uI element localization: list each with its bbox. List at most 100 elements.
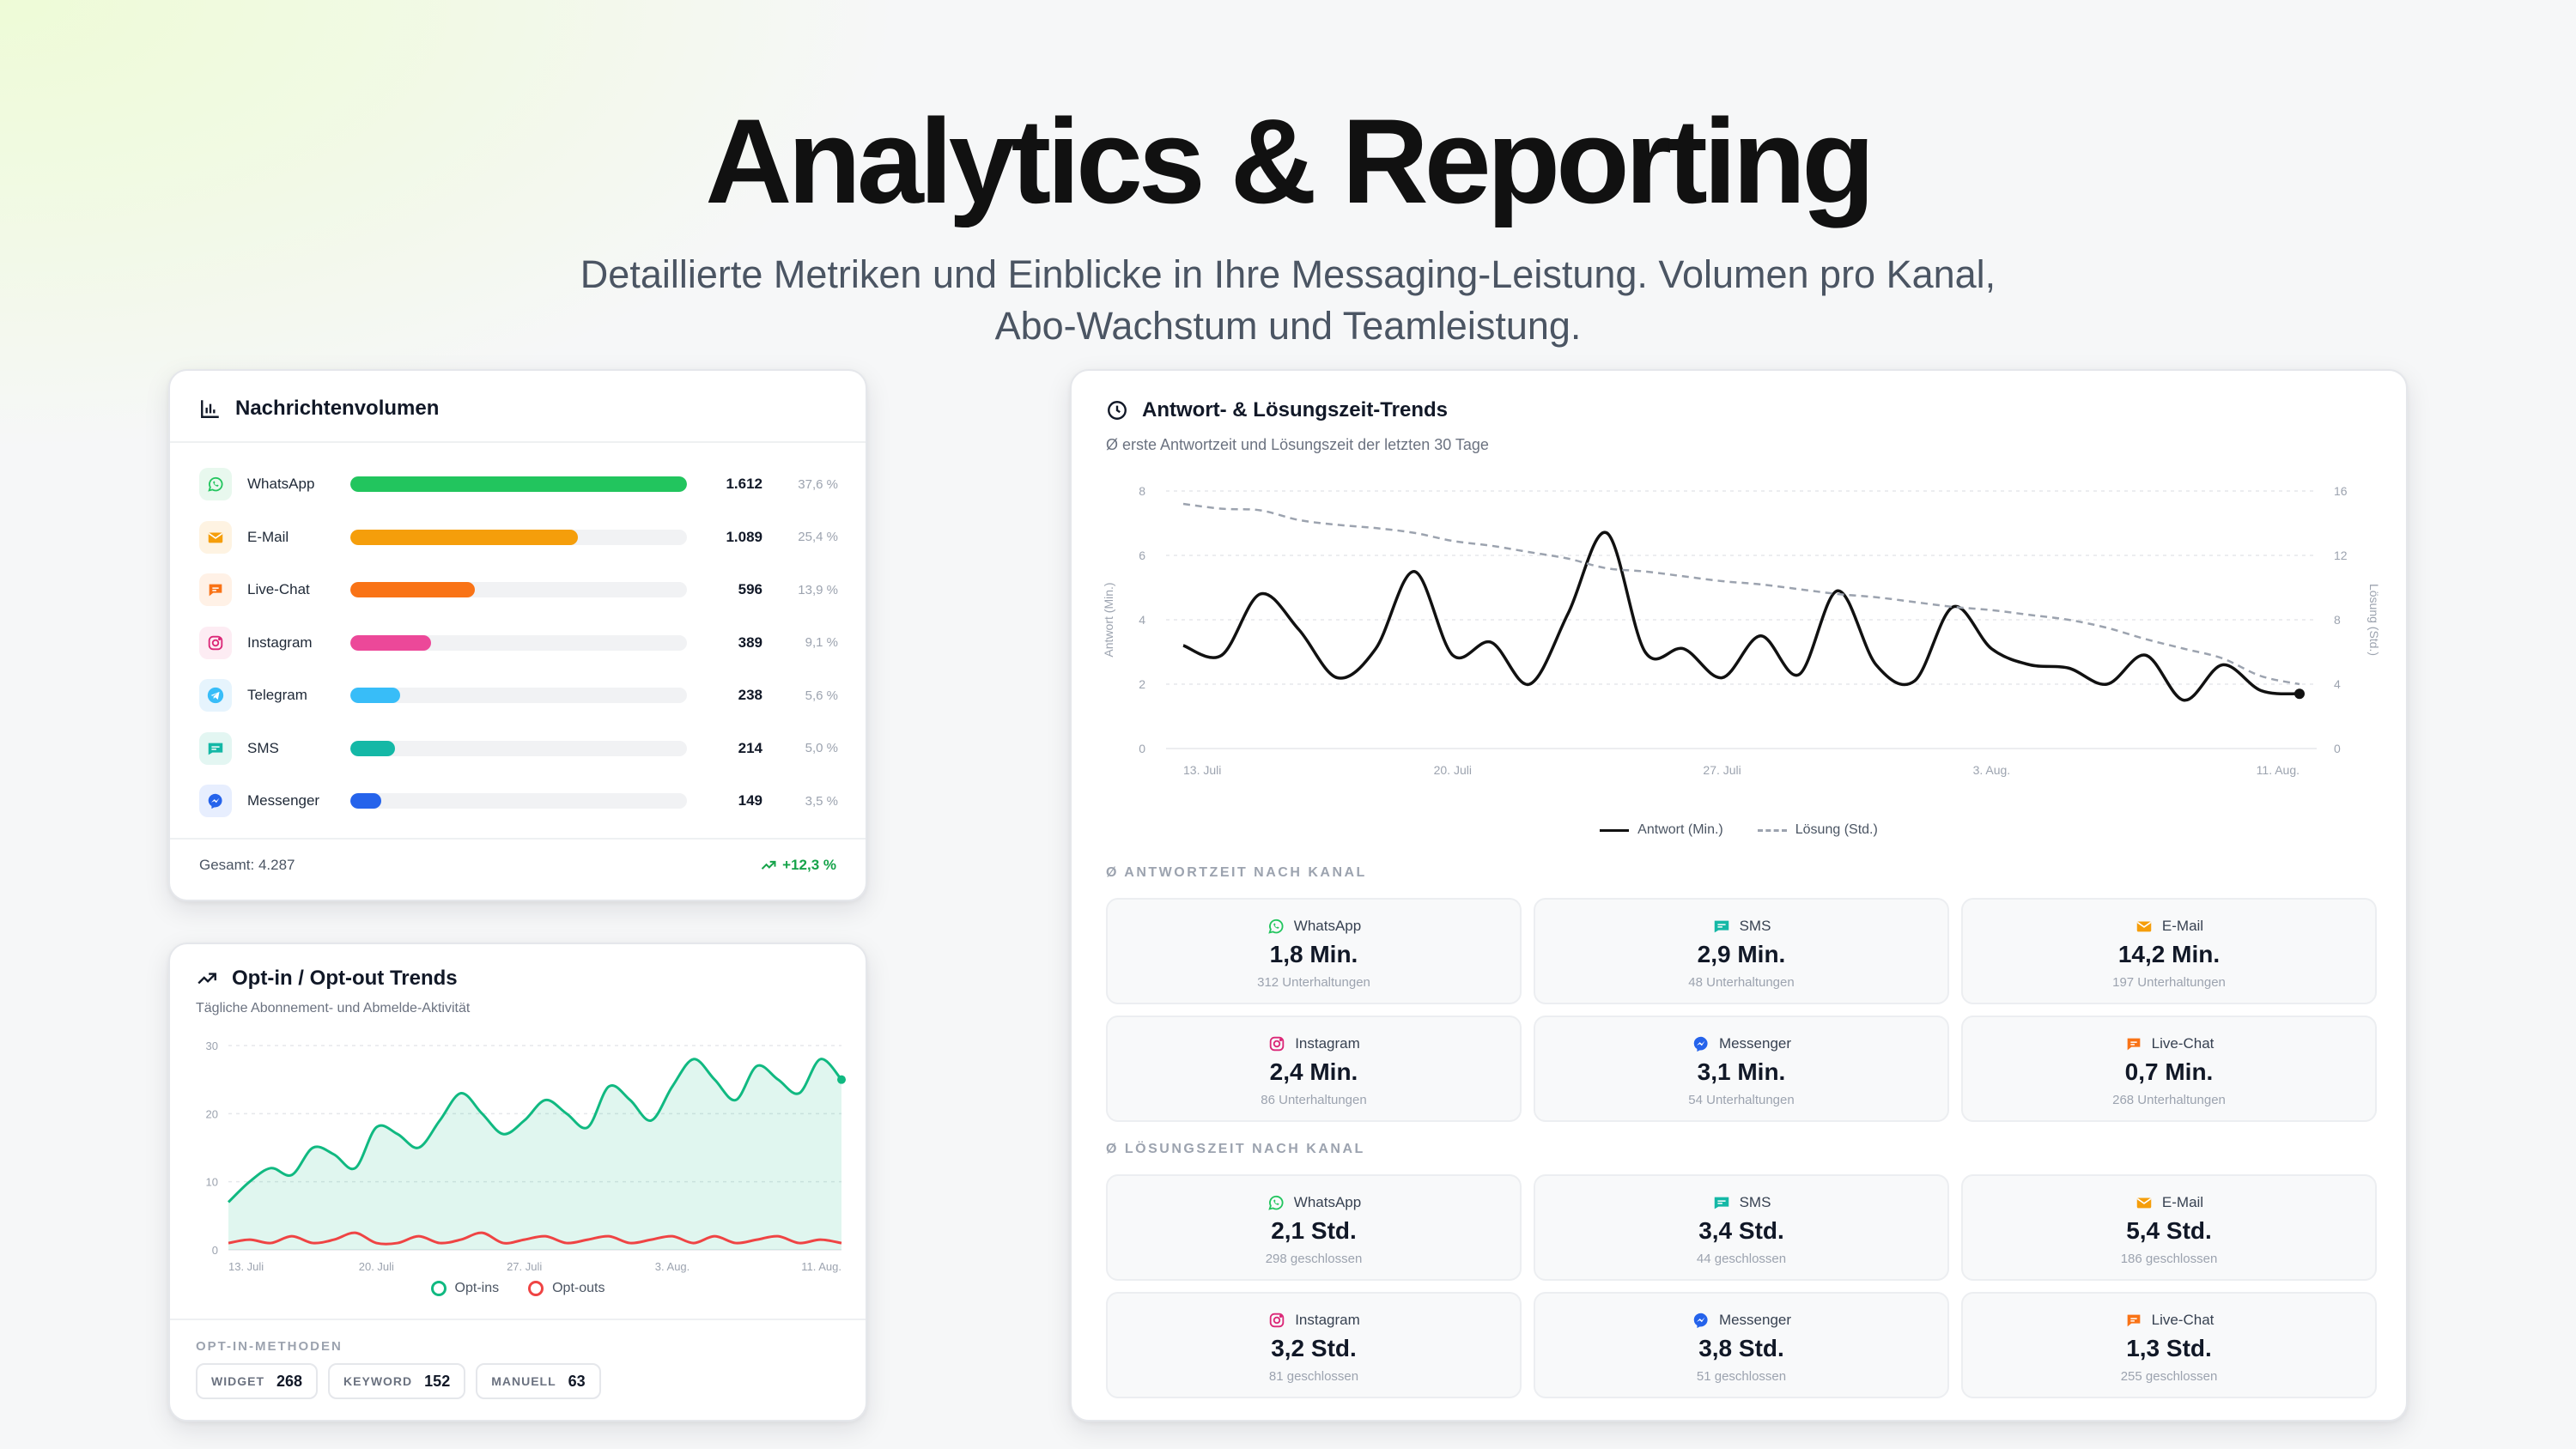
resolution-by-channel-label: Ø LÖSUNGSZEIT NACH KANAL [1106,1142,1365,1156]
sms-icon [199,731,232,765]
stat-count: 86 Unterhaltungen [1261,1093,1367,1107]
response-by-channel-label: Ø ANTWORTZEIT NACH KANAL [1106,865,1367,880]
legend-antwort: Antwort (Min.) [1600,822,1723,838]
stat-tile: WhatsApp 1,8 Min. 312 Unterhaltungen [1106,898,1522,1004]
whatsapp-icon [1267,917,1285,936]
opt-ins-line [227,1058,843,1203]
volume-value: 1.089 [726,528,762,545]
y-tick-label: 8 [1139,484,1145,498]
stat-count: 255 geschlossen [2120,1369,2218,1384]
stat-tile: E-Mail 14,2 Min. 197 Unterhaltungen [1961,898,2377,1004]
stat-value: 3,4 Std. [1698,1217,1784,1244]
stat-header: Instagram [1108,1034,1520,1053]
sms-icon [1712,917,1731,936]
y-tick-label: 30 [206,1040,218,1052]
y-tick-label: 20 [206,1107,218,1120]
volume-bar-fill [350,793,382,809]
opt-in-trends-card: Opt-in / Opt-out Trends Tägliche Abonnem… [168,943,867,1422]
y2-tick-label: 0 [2334,742,2341,755]
response-time-subtitle: Ø erste Antwortzeit und Lösungszeit der … [1106,436,1489,453]
stat-tile: WhatsApp 2,1 Std. 298 geschlossen [1106,1174,1522,1281]
antwort-end-point [2294,688,2305,700]
stat-channel: WhatsApp [1293,918,1362,934]
stat-header: Messenger [1535,1034,1947,1053]
y2-tick-label: 12 [2334,549,2348,562]
stat-header: E-Mail [1963,917,2375,936]
volume-percent: 25,4 % [798,530,838,544]
message-volume-title: Nachrichtenvolumen [199,397,439,421]
x-tick-label: 3. Aug. [1973,763,2011,777]
stat-tile: Messenger 3,8 Std. 51 geschlossen [1534,1292,1949,1398]
volume-value: 149 [738,792,762,809]
legend-opt-outs-label: Opt-outs [552,1281,605,1295]
stat-tile: E-Mail 5,4 Std. 186 geschlossen [1961,1174,2377,1281]
stat-tile: Live-Chat 1,3 Std. 255 geschlossen [1961,1292,2377,1398]
opt-in-trends-title: Opt-in / Opt-out Trends [196,967,458,991]
volume-percent: 3,5 % [805,793,838,809]
messenger-icon [1692,1311,1710,1330]
stat-count: 186 geschlossen [2120,1252,2218,1266]
volume-row: WhatsApp 1.612 37,6 % [199,465,838,503]
response-time-chart: 0 2 4 6 8 0 4 8 12 16 Antwort (Min.) Lösung (Std.) 1… [1102,484,2381,777]
opt-in-trends-title-text: Opt-in / Opt-out Trends [232,967,458,990]
volume-row: Live-Chat 596 13,9 % [199,571,838,609]
stat-tile: Instagram 3,2 Std. 81 geschlossen [1106,1292,1522,1398]
stat-count: 81 geschlossen [1268,1369,1359,1384]
response-time-title-text: Antwort- & Lösungszeit-Trends [1142,398,1448,421]
volume-bar-fill [350,529,578,545]
response-legend: Antwort (Min.) Lösung (Std.) [1072,822,2406,838]
stat-count: 268 Unterhaltungen [2112,1093,2226,1107]
mail-icon [2135,1193,2154,1212]
instagram-icon [199,626,232,659]
opt-in-method-chip: MANUELL 63 [476,1363,601,1399]
stat-value: 3,8 Std. [1698,1335,1784,1361]
x-tick-label: 27. Juli [1703,763,1741,777]
volume-percent: 13,9 % [798,582,838,597]
stat-channel: Live-Chat [2151,1035,2215,1052]
chat-icon [2124,1311,2143,1330]
sms-icon [1712,1193,1731,1212]
opt-in-trends-subtitle: Tägliche Abonnement- und Abmelde-Aktivit… [196,1001,471,1016]
stat-count: 48 Unterhaltungen [1688,975,1795,990]
x-tick-label: 11. Aug. [801,1260,841,1273]
x-tick-label: 13. Juli [1183,763,1221,777]
x-tick-label: 3. Aug. [655,1260,690,1273]
volume-channel-label: SMS [247,739,279,756]
stat-value: 2,1 Std. [1271,1217,1357,1244]
mail-icon [199,520,232,554]
legend-opt-outs: Opt-outs [528,1281,605,1296]
stat-count: 312 Unterhaltungen [1257,975,1370,990]
stat-header: SMS [1535,1193,1947,1212]
volume-percent: 5,6 % [805,688,838,703]
trending-up-icon [761,860,776,870]
y-tick-label: 0 [212,1244,218,1257]
volume-row: Telegram 238 5,6 % [199,676,838,714]
message-volume-card: Nachrichtenvolumen WhatsApp 1.612 37,6 % E-… [168,369,867,901]
opt-in-method-value: 152 [424,1372,451,1390]
x-tick-label: 13. Juli [228,1260,264,1273]
stat-count: 298 geschlossen [1265,1252,1363,1266]
y-axis-label: Antwort (Min.) [1102,582,1115,657]
volume-percent: 37,6 % [798,476,838,492]
stat-value: 1,3 Std. [2126,1335,2212,1361]
volume-value: 389 [738,634,762,651]
volume-row: Instagram 389 9,1 % [199,624,838,662]
volume-bar-fill [350,476,687,492]
stat-value: 2,4 Min. [1269,1058,1358,1085]
x-tick-label: 27. Juli [507,1260,542,1273]
opt-in-legend: Opt-ins Opt-outs [170,1281,866,1296]
y2-tick-label: 4 [2334,677,2341,691]
stat-count: 44 geschlossen [1696,1252,1787,1266]
telegram-icon [199,679,232,712]
volume-growth: +12,3 % [760,857,836,874]
x-tick-label: 20. Juli [1434,763,1472,777]
stat-channel: E-Mail [2161,918,2204,934]
opt-outs-line [228,1231,842,1246]
volume-value: 596 [738,581,762,597]
x-tick-label: 11. Aug. [2257,763,2300,777]
opt-in-method-chip: WIDGET 268 [196,1363,319,1399]
stat-tile: Live-Chat 0,7 Min. 268 Unterhaltungen [1961,1016,2377,1122]
y-tick-label: 10 [206,1176,218,1189]
volume-value: 1.612 [726,476,762,492]
page-subtitle-line-1: Detaillierte Metriken und Einblicke in I… [580,252,1996,296]
